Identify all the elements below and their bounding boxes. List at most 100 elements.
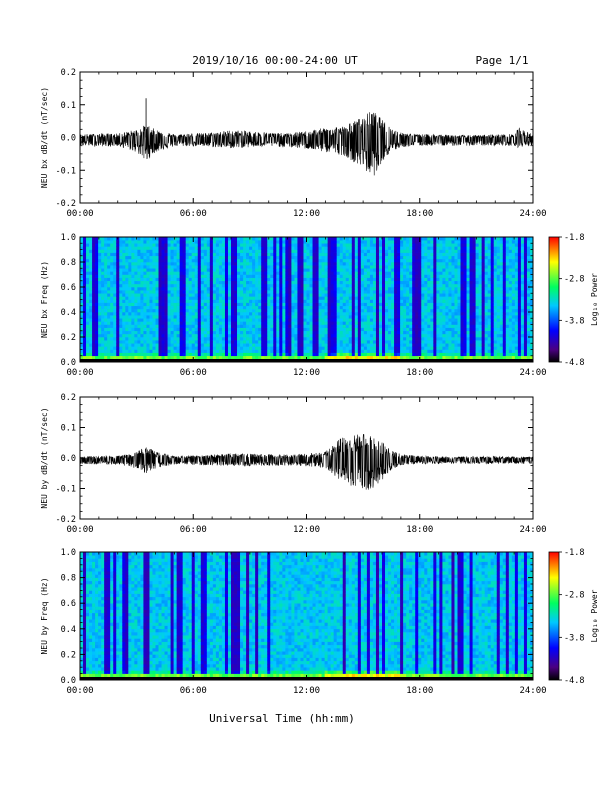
spectrogram-cell	[221, 255, 226, 260]
spectrogram-cell	[318, 337, 322, 341]
spectrogram-cell	[273, 240, 277, 244]
spectrogram-cell	[107, 255, 111, 260]
spectrogram-cell	[324, 277, 328, 282]
spectrogram-cell	[291, 355, 295, 360]
spectrogram-cell	[427, 249, 431, 253]
spectrogram-cell	[249, 280, 253, 285]
spectrogram-cell	[427, 299, 431, 303]
spectrogram-cell	[261, 333, 265, 338]
spectrogram-cell	[206, 252, 211, 257]
spectrogram-cell	[427, 333, 431, 338]
spectrogram-cell	[369, 255, 374, 260]
spectrogram-cell	[191, 293, 196, 297]
spectrogram-cell	[113, 321, 117, 325]
spectrogram-cell	[357, 305, 362, 310]
spectrogram-cell	[369, 268, 374, 272]
spectrogram-cell	[318, 296, 322, 300]
spectrogram-cell	[176, 293, 180, 297]
spectrogram-cell	[143, 268, 147, 272]
spectrogram-cell	[391, 337, 395, 341]
spectrogram-cell	[279, 299, 283, 303]
spectrogram-cell	[418, 305, 422, 310]
spectrogram-cell	[409, 277, 413, 282]
spectrogram-cell	[104, 293, 108, 297]
spectrogram-cell	[445, 337, 449, 341]
spectrogram-cell	[348, 262, 353, 266]
spectrogram-cell	[351, 324, 356, 328]
spectrogram-cell	[345, 283, 350, 288]
spectrogram-cell	[424, 240, 428, 244]
spectrogram-cell	[267, 293, 271, 297]
spectrogram-cell	[315, 262, 319, 266]
spectrogram-cell	[267, 327, 271, 332]
spectrogram-cell	[294, 271, 298, 275]
spectrogram-cell	[182, 343, 186, 347]
spectrogram-cell	[161, 246, 165, 250]
spectrogram-cell	[119, 249, 123, 253]
spectrogram-cell	[321, 271, 325, 275]
spectrogram-cell	[294, 299, 298, 303]
spectrogram-cell	[427, 312, 431, 316]
spectrogram-cell	[403, 349, 407, 353]
spectrogram-cell	[363, 299, 368, 303]
spectrogram-cell	[179, 340, 183, 344]
spectrogram-cell	[366, 324, 371, 328]
spectrogram-cell	[412, 258, 416, 263]
spectrogram-cell	[149, 299, 153, 303]
spectrogram-cell	[315, 340, 319, 344]
spectrogram-cell	[409, 355, 413, 360]
spectrogram-cell	[397, 318, 401, 322]
spectrogram-cell	[116, 318, 120, 322]
spectrogram-cell	[327, 321, 331, 325]
spectrogram-cell	[224, 308, 229, 313]
spectrogram-cell	[197, 271, 202, 275]
spectrogram-cell	[255, 333, 259, 338]
spectrogram-cell	[363, 277, 368, 282]
spectrogram-cell	[339, 271, 344, 275]
spectrogram-cell	[234, 283, 238, 288]
spectrogram-cell	[161, 312, 165, 316]
spectrogram-cell	[291, 327, 295, 332]
spectrogram-cell	[439, 258, 443, 263]
spectrogram-cell	[388, 287, 392, 291]
spectrogram-cell	[113, 330, 117, 335]
spectrogram-cell	[360, 271, 365, 275]
spectrogram-cell	[80, 258, 84, 263]
spectrogram-cell	[439, 243, 443, 247]
spectrogram-cell	[80, 287, 84, 291]
spectrogram-cell	[237, 346, 241, 350]
spectrogram-cell	[113, 249, 117, 253]
spectrogram-cell	[285, 346, 289, 350]
spectrogram-cell	[224, 327, 229, 332]
spectrogram-cell	[318, 243, 322, 247]
spectrogram-cell	[433, 277, 437, 282]
spectrogram-cell	[427, 308, 431, 313]
spectrogram-cell	[345, 240, 350, 244]
spectrogram-cell	[209, 293, 214, 297]
spectrogram-cell	[330, 337, 334, 341]
spectrogram-cell	[433, 312, 437, 316]
spectrogram-cell	[442, 246, 446, 250]
spectrogram-cell	[149, 252, 153, 257]
x-tick-label: 06:00	[180, 209, 207, 219]
spectrogram-cell	[345, 265, 350, 269]
spectrogram-cell	[224, 312, 229, 316]
spectrogram-cell	[448, 318, 452, 322]
spectrogram-cell	[246, 246, 250, 250]
spectrogram-cell	[288, 246, 292, 250]
spectrogram-cell	[306, 240, 310, 244]
spectrogram-cell	[258, 290, 262, 294]
spectrogram-cell	[83, 340, 87, 344]
spectrogram-cell	[221, 293, 226, 297]
spectrogram-cell	[348, 258, 353, 263]
spectrogram-cell	[397, 352, 401, 357]
spectrogram-cell	[270, 321, 274, 325]
spectrogram-cell	[382, 308, 386, 313]
spectrogram-cell	[291, 271, 295, 275]
spectrogram-cell	[288, 268, 292, 272]
spectrogram-cell	[372, 252, 377, 257]
spectrogram-cell	[179, 302, 183, 307]
spectrogram-cell	[385, 255, 389, 260]
spectrogram-cell	[427, 283, 431, 288]
spectrogram-cell	[306, 302, 310, 307]
